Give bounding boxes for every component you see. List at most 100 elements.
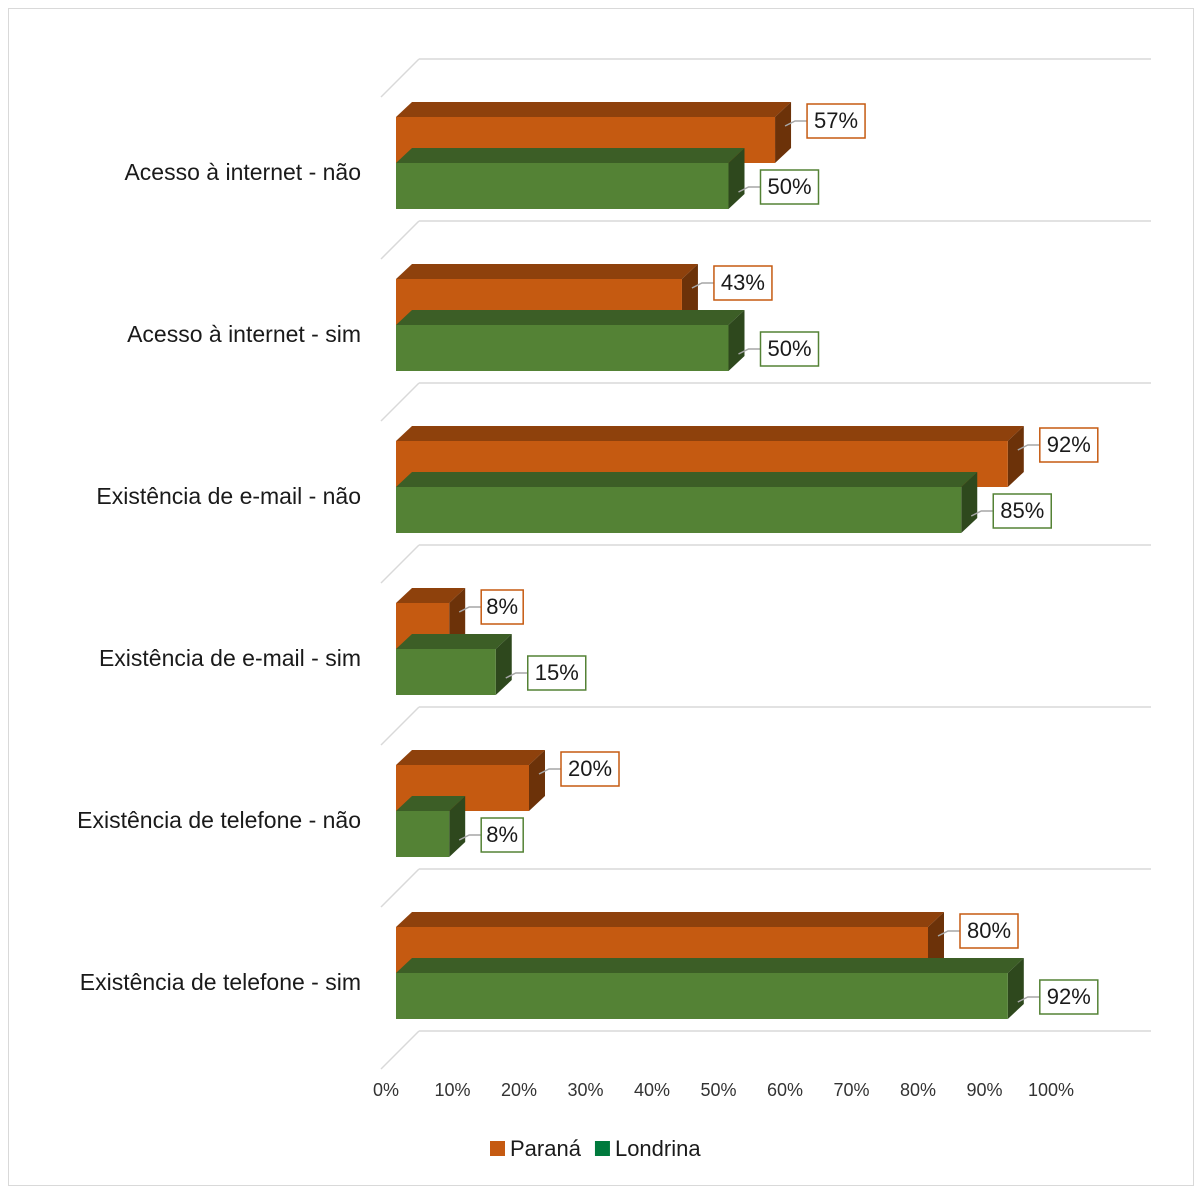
data-label-leader (458, 606, 482, 613)
bar-side-face (495, 634, 512, 695)
bar-top-face (396, 102, 792, 117)
bar-side-face (449, 588, 466, 649)
x-tick-label: 50% (700, 1080, 736, 1100)
bar-top-face (396, 634, 512, 649)
category-label-3: Existência de e-mail - sim (99, 645, 361, 671)
category-label-0: Acesso à internet - não (124, 159, 361, 185)
data-label-parana-2: 92% (1047, 432, 1091, 457)
bar-front-face (396, 973, 1008, 1019)
data-label-box (527, 655, 587, 691)
bar-londrina-3 (396, 634, 512, 695)
data-label-parana-5: 80% (967, 918, 1011, 943)
gridline-slant (380, 58, 420, 98)
data-label-londrina-4: 8% (486, 822, 518, 847)
bar-top-face (396, 472, 978, 487)
data-label-parana-4: 20% (568, 756, 612, 781)
legend-label-parana: Paraná (510, 1136, 582, 1161)
data-label-box (759, 331, 820, 367)
category-label-1: Acesso à internet - sim (127, 321, 361, 347)
bar-side-face (728, 310, 745, 371)
bar-side-face (449, 796, 466, 857)
x-tick-label: 100% (1028, 1080, 1074, 1100)
bar-londrina-4 (396, 796, 466, 857)
bar-front-face (396, 649, 496, 695)
bar-side-face (928, 912, 944, 973)
data-label-leader (1017, 444, 1040, 451)
data-label-box (480, 817, 524, 853)
bar-londrina-2 (396, 472, 978, 533)
data-label-box (1039, 427, 1099, 463)
bar-side-face (961, 472, 978, 533)
data-label-box (713, 265, 773, 301)
bar-top-face (396, 148, 745, 163)
data-label-parana-0: 57% (814, 108, 858, 133)
data-label-londrina-2: 85% (1000, 498, 1044, 523)
gridline-slant (380, 706, 420, 746)
legend-swatch-parana (490, 1141, 505, 1156)
data-label-box (759, 169, 820, 205)
data-label-box (806, 103, 866, 139)
bar-top-face (396, 796, 466, 811)
bar-top-face (396, 264, 698, 279)
bar-side-face (529, 750, 545, 811)
x-tick-label: 70% (833, 1080, 869, 1100)
gridline-slant (380, 544, 420, 584)
legend-label-londrina: Londrina (615, 1136, 701, 1161)
x-tick-label: 90% (966, 1080, 1002, 1100)
data-label-box (1039, 979, 1099, 1015)
x-tick-label: 40% (634, 1080, 670, 1100)
data-label-parana-3: 8% (486, 594, 518, 619)
category-label-4: Existência de telefone - não (77, 807, 361, 833)
x-tick-label: 30% (567, 1080, 603, 1100)
category-label-2: Existência de e-mail - não (96, 483, 361, 509)
bar-top-face (396, 426, 1024, 441)
data-label-parana-1: 43% (721, 270, 765, 295)
data-label-leader (937, 930, 960, 937)
x-tick-label: 20% (501, 1080, 537, 1100)
data-label-leader (738, 348, 761, 355)
bar-top-face (396, 750, 545, 765)
category-label-5: Existência de telefone - sim (80, 969, 361, 995)
data-label-leader (784, 120, 808, 127)
data-label-box (992, 493, 1052, 529)
data-label-leader (505, 672, 528, 679)
bar-side-face (775, 102, 792, 163)
gridline-slant (380, 1030, 420, 1070)
bar-top-face (396, 912, 944, 927)
bar-side-face (1007, 958, 1024, 1019)
legend-swatch-londrina (594, 1141, 610, 1156)
data-label-londrina-3: 15% (535, 660, 579, 685)
bar-side-face (681, 264, 698, 325)
bar-chart: Acesso à internet - não Acesso à internet… (77, 58, 1151, 1161)
gridline-slant (380, 868, 420, 908)
data-label-leader (691, 282, 714, 289)
x-tick-label: 60% (767, 1080, 803, 1100)
gridline-slant (380, 220, 420, 260)
x-tick-label: 80% (900, 1080, 936, 1100)
bar-front-face (396, 811, 450, 857)
bar-top-face (396, 958, 1024, 973)
bar-front-face (396, 487, 962, 533)
bar-top-face (396, 310, 745, 325)
data-label-box (959, 913, 1019, 949)
bar-top-face (396, 588, 466, 603)
gridline-slant (380, 382, 420, 422)
data-label-londrina-1: 50% (767, 336, 811, 361)
bar-front-face (396, 163, 729, 209)
chart-frame: Acesso à internet - não Acesso à internet… (8, 8, 1194, 1186)
bar-side-face (728, 148, 745, 209)
bar-londrina-0 (396, 148, 745, 209)
data-label-leader (538, 768, 561, 775)
data-label-leader (970, 510, 994, 517)
bar-side-face (1007, 426, 1024, 487)
legend: Paraná Londrina (490, 1136, 701, 1161)
data-label-leader (1017, 996, 1040, 1003)
bar-londrina-1 (396, 310, 745, 371)
bar-front-face (396, 325, 729, 371)
data-label-leader (738, 186, 761, 193)
data-label-londrina-5: 92% (1047, 984, 1091, 1009)
data-label-leader (458, 834, 482, 841)
bar-londrina-5 (396, 958, 1024, 1019)
x-tick-label: 10% (434, 1080, 470, 1100)
data-label-box (480, 589, 524, 625)
